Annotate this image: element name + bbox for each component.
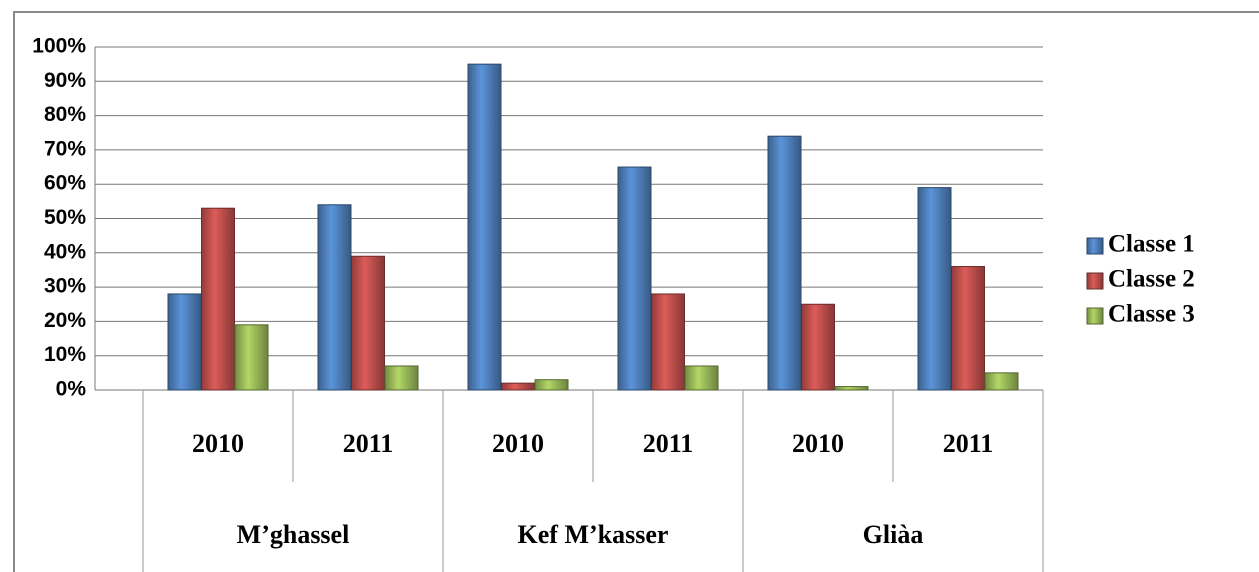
bar [467,63,502,391]
bar [317,204,352,391]
bar [351,255,385,391]
y-tick-label: 10% [44,343,86,366]
legend-swatch [1086,237,1104,255]
y-tick-label: 0% [56,378,87,401]
bar [767,135,802,391]
group-label: M’ghassel [237,520,350,549]
bar [984,372,1019,391]
chart-border [13,11,1259,572]
x-tick-label: 2011 [343,429,394,458]
legend-swatch [1086,307,1104,325]
legend-label: Classe 3 [1108,301,1195,328]
y-tick-label: 100% [32,35,86,58]
bar [801,303,835,391]
x-tick-label: 2010 [792,429,844,458]
bar [834,386,869,391]
x-tick-label: 2011 [643,429,694,458]
bar [917,187,952,391]
bar [201,207,235,391]
x-tick-label: 2010 [492,429,544,458]
legend-label: Classe 2 [1108,266,1195,293]
group-label: Kef M’kasser [518,520,669,549]
bar [501,382,535,391]
group-label: Gliàa [863,520,924,549]
y-tick-label: 60% [44,172,86,195]
legend-label: Classe 1 [1108,231,1195,258]
bar [617,166,652,391]
bar [534,379,569,391]
bar [684,365,719,391]
x-tick-label: 2010 [192,429,244,458]
bar [651,293,685,391]
y-tick-label: 50% [44,206,86,229]
y-tick-label: 90% [44,69,86,92]
y-tick-label: 80% [44,103,86,126]
y-tick-label: 20% [44,309,86,332]
y-tick-label: 30% [44,275,86,298]
y-tick-label: 40% [44,240,86,263]
bar [384,365,419,391]
bar [951,266,985,391]
legend-swatch [1086,272,1104,290]
y-tick-label: 70% [44,137,86,160]
bar [167,293,202,391]
x-tick-label: 2011 [943,429,994,458]
bar [234,324,269,391]
